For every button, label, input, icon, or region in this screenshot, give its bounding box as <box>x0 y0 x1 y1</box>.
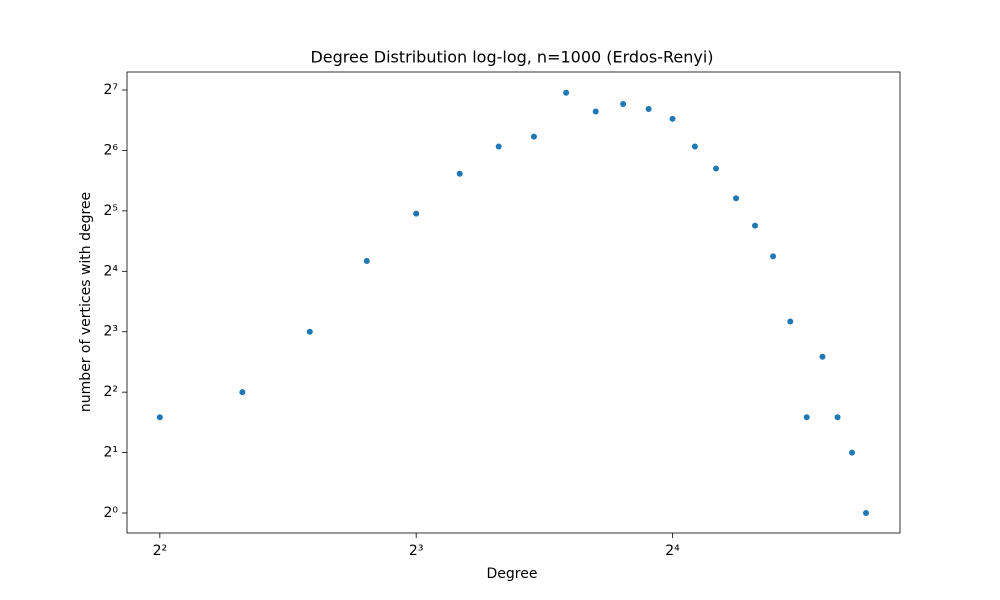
x-tick-label: 2⁴ <box>665 543 680 559</box>
point <box>863 510 870 517</box>
point <box>669 115 676 122</box>
point <box>413 210 420 217</box>
y-tick-label: 2⁴ <box>103 263 118 279</box>
y-tick-label: 2¹ <box>103 445 118 461</box>
point <box>156 414 163 421</box>
y-tick-label: 2⁷ <box>103 82 118 98</box>
point <box>849 449 856 456</box>
point <box>563 89 570 96</box>
point <box>592 108 599 115</box>
point <box>530 133 537 140</box>
point <box>803 414 810 421</box>
y-axis-label: number of vertices with degree <box>78 192 94 412</box>
point <box>306 328 313 335</box>
y-tick-label: 2² <box>103 384 118 400</box>
point <box>713 165 720 172</box>
point <box>363 258 370 265</box>
point <box>819 353 826 360</box>
point <box>456 170 463 177</box>
point <box>770 253 777 260</box>
point <box>495 143 502 150</box>
point <box>645 105 652 112</box>
point <box>691 143 698 150</box>
y-tick-label: 2⁶ <box>103 142 118 158</box>
point <box>834 414 841 421</box>
point <box>787 318 794 325</box>
point <box>620 101 627 108</box>
point <box>239 389 246 396</box>
point <box>733 195 740 202</box>
plot-frame <box>126 71 901 534</box>
y-tick-label: 2⁵ <box>103 203 118 219</box>
x-axis-label: Degree <box>487 566 538 582</box>
y-tick-label: 2⁰ <box>103 505 118 521</box>
y-tick-label: 2³ <box>103 324 118 340</box>
point <box>752 222 759 229</box>
chart-title: Degree Distribution log-log, n=1000 (Erd… <box>310 48 713 67</box>
x-tick-label: 2² <box>153 543 168 559</box>
x-tick-label: 2³ <box>409 543 424 559</box>
